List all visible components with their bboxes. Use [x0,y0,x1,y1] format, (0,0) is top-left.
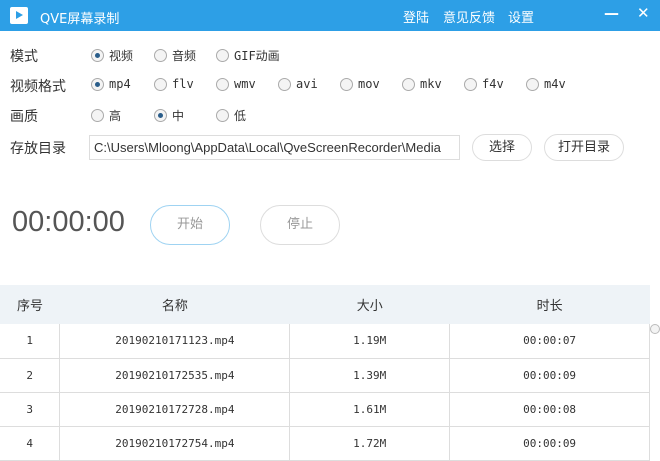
format-radio-4[interactable]: mov [340,77,380,91]
table-cell: 4 [0,426,61,461]
table-cell: 00:00:08 [449,392,650,427]
col-name: 名称 [59,285,290,324]
start-button[interactable]: 开始 [150,205,230,245]
table-cell: 1.72M [289,426,451,461]
table-cell: 20190210172535.mp4 [59,358,291,393]
radio-icon [402,77,415,91]
table-cell: 20190210172754.mp4 [59,426,291,461]
radio-label: flv [172,77,194,91]
radio-icon [91,77,104,91]
radio-icon [154,109,167,122]
format-label: 视频格式 [10,79,66,95]
quality-radio-1[interactable]: 中 [154,107,184,124]
format-radio-1[interactable]: flv [154,77,194,91]
quality-label: 画质 [10,109,38,125]
app-title: QVE屏幕录制 [40,12,120,27]
format-radio-2[interactable]: wmv [216,77,256,91]
radio-icon [216,77,229,91]
radio-label: 视频 [109,49,134,63]
table-cell: 3 [0,392,61,427]
table-row[interactable]: 1 20190210171123.mp4 1.19M 00:00:07 [0,324,650,359]
record-timer: 00:00:00 [12,206,125,238]
radio-label: mov [358,77,380,91]
stop-button[interactable]: 停止 [260,205,340,245]
radio-label: 低 [234,109,247,123]
table-cell: 00:00:09 [449,426,650,461]
feedback-link[interactable]: 意见反馈 [443,11,496,26]
app-logo-icon [10,7,28,24]
radio-label: mp4 [109,77,131,91]
table-cell: 1.39M [289,358,451,393]
mode-radio-1[interactable]: 音频 [154,47,196,64]
recordings-table: 序号 名称 大小 时长 1 20190210171123.mp4 1.19M 00:0… [0,285,650,461]
format-radio-3[interactable]: avi [278,77,318,91]
close-button[interactable]: ✕ [637,4,650,22]
table-cell: 2 [0,358,61,393]
login-link[interactable]: 登陆 [403,11,430,26]
format-radio-6[interactable]: f4v [464,77,504,91]
radio-label: 高 [109,109,122,123]
radio-label: mkv [420,77,442,91]
format-radio-7[interactable]: m4v [526,77,566,91]
title-bar: QVE屏幕录制 登陆 意见反馈 设置 — ✕ [0,0,660,31]
table-cell: 20190210172728.mp4 [59,392,291,427]
radio-label: 音频 [172,49,197,63]
radio-label: wmv [234,77,256,91]
radio-icon [340,77,353,91]
table-cell: 00:00:09 [449,358,650,393]
table-row[interactable]: 4 20190210172754.mp4 1.72M 00:00:09 [0,426,650,461]
radio-label: m4v [544,77,566,91]
table-cell: 20190210171123.mp4 [59,324,291,359]
mode-radio-2[interactable]: GIF动画 [216,47,280,64]
dir-label: 存放目录 [10,141,66,157]
minimize-button[interactable]: — [604,4,619,22]
mode-radio-0[interactable]: 视频 [91,47,133,64]
radio-icon [91,49,104,62]
quality-radio-0[interactable]: 高 [91,107,121,124]
table-row[interactable]: 2 20190210172535.mp4 1.39M 00:00:09 [0,358,650,393]
radio-label: GIF动画 [234,49,280,63]
table-cell: 1.19M [289,324,451,359]
save-dir-input[interactable]: C:\Users\Mloong\AppData\Local\QveScreenR… [89,135,460,160]
radio-icon [278,77,291,91]
format-radio-0[interactable]: mp4 [91,77,131,91]
format-radio-5[interactable]: mkv [402,77,442,91]
table-cell: 1.61M [289,392,451,427]
table-row[interactable]: 3 20190210172728.mp4 1.61M 00:00:08 [0,392,650,427]
scrollbar[interactable] [650,324,660,334]
radio-icon [464,77,477,91]
col-index: 序号 [0,285,60,324]
open-dir-button[interactable]: 打开目录 [544,134,624,161]
table-cell: 00:00:07 [449,324,650,359]
radio-label: f4v [482,77,504,91]
radio-icon [154,49,167,62]
col-size: 大小 [289,285,450,324]
settings-link[interactable]: 设置 [508,11,535,26]
quality-radio-2[interactable]: 低 [216,107,246,124]
radio-label: avi [296,77,318,91]
radio-icon [526,77,539,91]
radio-icon [216,49,229,62]
radio-icon [91,109,104,122]
radio-icon [154,77,167,91]
radio-label: 中 [172,109,185,123]
col-duration: 时长 [449,285,650,324]
table-cell: 1 [0,324,61,359]
mode-label: 模式 [10,49,38,65]
choose-dir-button[interactable]: 选择 [472,134,532,161]
radio-icon [216,109,229,122]
